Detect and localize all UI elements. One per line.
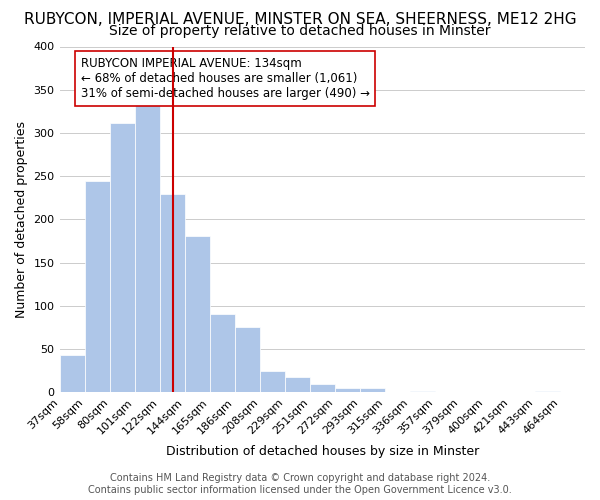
Text: RUBYCON IMPERIAL AVENUE: 134sqm
← 68% of detached houses are smaller (1,061)
31%: RUBYCON IMPERIAL AVENUE: 134sqm ← 68% of… xyxy=(80,57,370,100)
Bar xyxy=(310,384,335,392)
Bar xyxy=(535,390,560,392)
Text: RUBYCON, IMPERIAL AVENUE, MINSTER ON SEA, SHEERNESS, ME12 2HG: RUBYCON, IMPERIAL AVENUE, MINSTER ON SEA… xyxy=(23,12,577,28)
Bar xyxy=(110,122,134,392)
Bar xyxy=(160,194,185,392)
Bar xyxy=(209,314,235,392)
Bar xyxy=(185,236,209,392)
Bar xyxy=(235,326,260,392)
Bar xyxy=(285,377,310,392)
Bar xyxy=(260,370,285,392)
Bar xyxy=(59,355,85,393)
Text: Size of property relative to detached houses in Minster: Size of property relative to detached ho… xyxy=(109,24,491,38)
Bar xyxy=(335,388,360,392)
Bar xyxy=(360,388,385,392)
X-axis label: Distribution of detached houses by size in Minster: Distribution of detached houses by size … xyxy=(166,444,479,458)
Bar xyxy=(85,180,110,392)
Y-axis label: Number of detached properties: Number of detached properties xyxy=(15,121,28,318)
Bar xyxy=(134,102,160,393)
Text: Contains HM Land Registry data © Crown copyright and database right 2024.
Contai: Contains HM Land Registry data © Crown c… xyxy=(88,474,512,495)
